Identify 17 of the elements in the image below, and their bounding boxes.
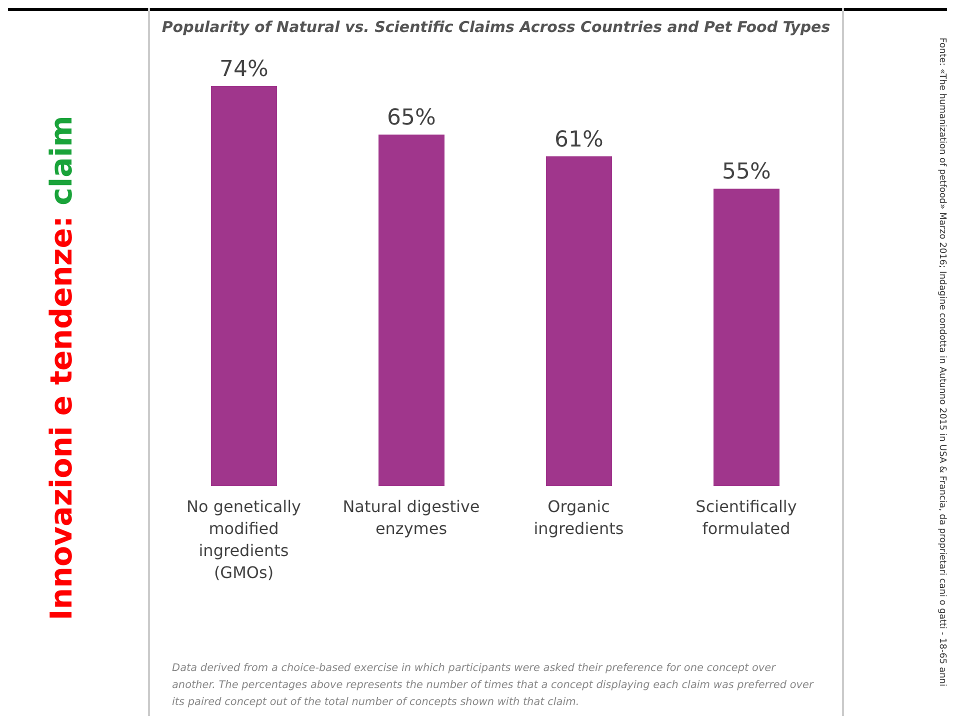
text: claim — [44, 116, 80, 206]
x-tick-label: No genetically modified ingredients (GMOs) — [186, 497, 302, 582]
text: Innovazioni e tendenze: — [44, 216, 80, 620]
x-tick-label: Natural digestive enzymes — [342, 497, 480, 538]
bar — [211, 86, 277, 486]
data-label: 55% — [722, 160, 771, 185]
x-tick-label: Organic ingredients — [534, 497, 624, 538]
bar — [546, 156, 612, 486]
bar — [714, 188, 780, 486]
chart-title: Popularity of Natural vs. Scientific Claims Across Countries and Pet Food Types — [160, 18, 832, 36]
source-note: Fonte: «The humanization of petfood» Marzo 2016; Indagine condotta in Autunno 2015 in USA & Francia, da proprietari cani o gatti - 18-65 anni — [937, 38, 947, 686]
bar — [378, 134, 444, 486]
data-label: 65% — [387, 106, 436, 131]
data-label: 61% — [554, 127, 604, 152]
data-label: 74% — [220, 57, 268, 82]
x-tick-label: Scientifically formulated — [696, 497, 797, 538]
text: Data derived from a choice-based exercise in which participants were asked their preference for one concept over another. The percentages above represents the number of times that a concept displaying each claim was preferred over its paired concept out of the total number of concepts shown with that claim. — [172, 661, 815, 710]
